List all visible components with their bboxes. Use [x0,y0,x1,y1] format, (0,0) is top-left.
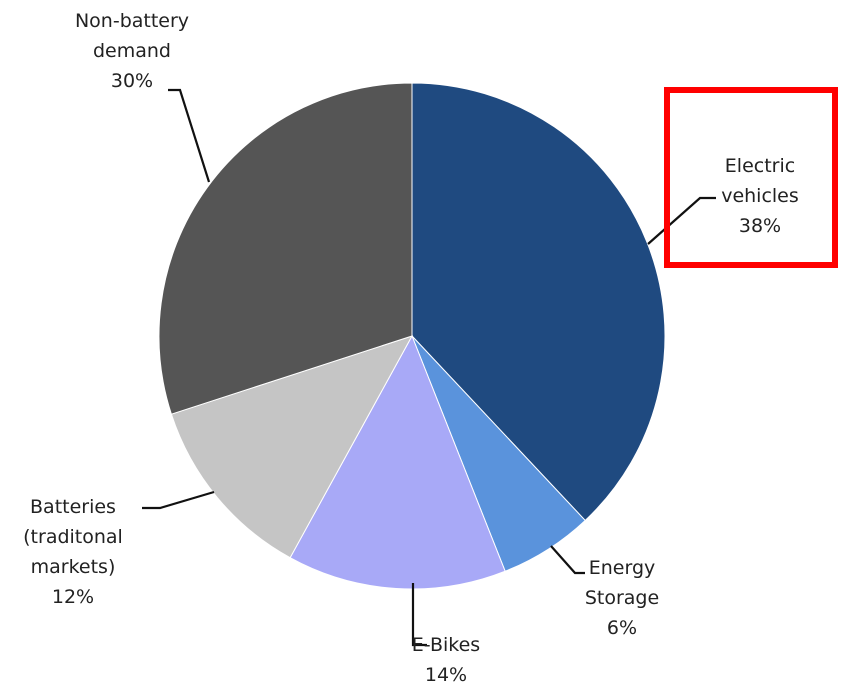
slice-labels: Electric vehicles 38% Energy Storage 6% E-Bike… [23,10,799,686]
slice-label-electric-vehicles: Electric vehicles 38% [721,155,799,237]
slice-label-energy-storage: Energy Storage 6% [585,557,659,639]
highlight-box [664,87,838,268]
pie-slice-non-battery-demand [158,82,413,415]
slice-value-label: 12% [52,586,94,608]
slice-value-label: 38% [739,215,781,237]
slice-label-non-battery-demand: Non-battery demand 30% [75,10,189,92]
slice-category-label: (traditonal [23,526,123,548]
leader-line-energy-storage [550,545,585,575]
slice-value-label: 6% [607,617,637,639]
leader-lines [142,88,716,647]
slice-value-label: 30% [111,70,153,92]
pie-slices [158,82,666,590]
slice-category-label: E-Bikes [412,634,480,656]
slice-category-label: markets) [31,556,116,578]
pie-slice-electric-vehicles [411,82,666,522]
leader-line-electric-vehicles [647,196,716,245]
slice-category-label: Non-battery [75,10,189,32]
slice-value-label: 14% [425,664,467,686]
pie-slice-batteries-traditonal-markets [170,335,414,559]
slice-category-label: vehicles [721,185,799,207]
slice-category-label: Batteries [30,496,116,518]
slice-category-label: Storage [585,587,659,609]
slice-label-batteries-traditonal-markets: Batteries (traditonal markets) 12% [23,496,123,608]
slice-category-label: demand [93,40,171,62]
slice-category-label: Electric [725,155,795,177]
pie-slice-e-bikes [289,334,506,590]
slice-label-e-bikes: E-Bikes 14% [412,634,480,686]
leader-line-e-bikes [411,583,427,647]
slice-category-label: Energy [589,557,656,579]
leader-line-batteries-traditonal-markets [142,490,215,510]
highlight-overlay [664,87,838,268]
leader-line-non-battery-demand [168,88,211,183]
